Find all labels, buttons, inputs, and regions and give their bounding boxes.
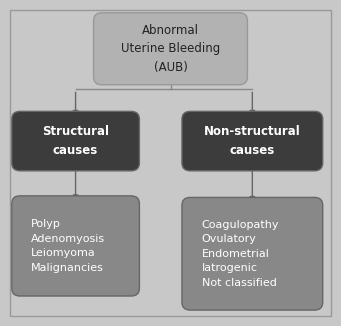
FancyBboxPatch shape <box>12 111 139 171</box>
FancyBboxPatch shape <box>182 111 323 171</box>
FancyBboxPatch shape <box>182 198 323 310</box>
FancyBboxPatch shape <box>93 13 248 85</box>
Text: Coagulopathy
Ovulatory
Endometrial
Iatrogenic
Not classified: Coagulopathy Ovulatory Endometrial Iatro… <box>202 220 279 288</box>
FancyBboxPatch shape <box>12 196 139 296</box>
Text: Polyp
Adenomyosis
Leiomyoma
Malignancies: Polyp Adenomyosis Leiomyoma Malignancies <box>31 219 105 273</box>
Text: Structural
causes: Structural causes <box>42 125 109 157</box>
Text: Abnormal
Uterine Bleeding
(AUB): Abnormal Uterine Bleeding (AUB) <box>121 24 220 74</box>
Text: Non-structural
causes: Non-structural causes <box>204 125 301 157</box>
